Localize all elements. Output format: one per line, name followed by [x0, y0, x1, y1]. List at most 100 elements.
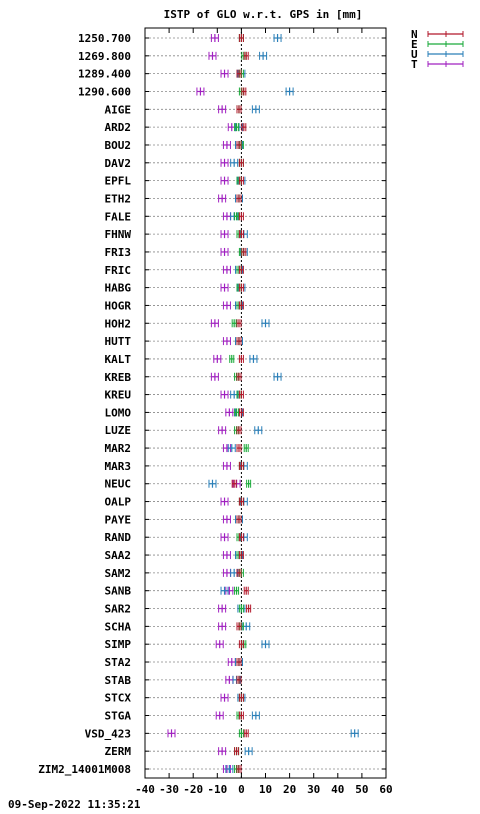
x-tick-label: 40 — [331, 783, 344, 796]
x-tick-label: 30 — [307, 783, 320, 796]
point-n — [241, 123, 247, 132]
point-t — [220, 533, 229, 542]
station-label: MAR3 — [105, 460, 132, 473]
point-n — [238, 533, 244, 542]
point-t — [222, 551, 231, 560]
x-tick-label: -20 — [183, 783, 203, 796]
point-n — [238, 551, 244, 560]
point-u — [242, 622, 251, 631]
point-t — [210, 372, 219, 381]
point-t — [220, 390, 229, 399]
point-t — [220, 247, 229, 256]
point-e — [234, 212, 240, 221]
x-tick-label: -40 — [135, 783, 155, 796]
point-t — [222, 212, 231, 221]
point-n — [236, 372, 242, 381]
point-n — [234, 747, 240, 756]
point-n — [236, 105, 242, 114]
point-t — [222, 461, 231, 470]
point-e — [246, 479, 252, 488]
point-t — [220, 69, 229, 78]
station-label: SAM2 — [105, 567, 132, 580]
timestamp: 09-Sep-2022 11:35:21 — [8, 798, 141, 811]
station-label: SAR2 — [105, 603, 132, 616]
legend-label: E — [411, 38, 418, 51]
station-label: OALP — [105, 496, 132, 509]
point-e — [238, 729, 244, 738]
point-n — [236, 765, 242, 773]
point-u — [249, 354, 258, 363]
station-label: VSD_423 — [85, 727, 131, 740]
point-e — [231, 319, 237, 328]
point-t — [220, 283, 229, 292]
point-t — [218, 105, 227, 114]
point-n — [236, 444, 242, 453]
point-n — [236, 515, 242, 524]
station-label: 1250.700 — [78, 32, 131, 45]
point-u — [244, 747, 253, 756]
point-e — [234, 123, 240, 132]
station-label: HOGR — [105, 299, 132, 312]
station-label: KREB — [105, 371, 132, 384]
point-n — [236, 426, 242, 435]
station-label: BOU2 — [105, 139, 132, 152]
point-u — [230, 158, 239, 167]
point-t — [218, 426, 227, 435]
legend-label: N — [411, 28, 418, 41]
point-n — [236, 140, 242, 149]
point-e — [238, 604, 244, 613]
point-t — [218, 194, 227, 203]
point-t — [227, 658, 236, 667]
point-n — [236, 194, 242, 203]
point-n — [241, 87, 247, 96]
station-label: STA2 — [105, 656, 132, 669]
station-label: FHNW — [105, 228, 132, 241]
x-tick-label: 0 — [238, 783, 245, 796]
point-t — [222, 337, 231, 346]
station-label: SANB — [105, 585, 132, 598]
point-u — [251, 711, 260, 720]
point-u — [208, 479, 217, 488]
point-u — [261, 319, 270, 328]
point-n — [238, 408, 244, 417]
point-n — [238, 212, 244, 221]
point-t — [218, 747, 227, 756]
point-n — [238, 693, 244, 702]
station-label: KALT — [105, 353, 132, 366]
x-tick-label: 50 — [355, 783, 368, 796]
point-t — [210, 34, 219, 42]
station-label: STAB — [105, 674, 132, 687]
station-label: ETH2 — [105, 192, 132, 205]
station-label: 1269.800 — [78, 50, 131, 63]
station-label: STGA — [105, 710, 132, 723]
point-n — [238, 176, 244, 185]
station-label: FALE — [105, 210, 132, 223]
point-e — [243, 444, 249, 453]
point-n — [238, 230, 244, 239]
station-label: ZERM — [105, 745, 132, 758]
point-n — [236, 337, 242, 346]
chart-title: ISTP of GLO w.r.t. GPS in [mm] — [164, 8, 363, 21]
station-label: SIMP — [105, 638, 132, 651]
point-n — [238, 265, 244, 274]
point-t — [222, 568, 231, 577]
legend-label: T — [411, 58, 418, 71]
point-n — [243, 51, 249, 60]
point-t — [220, 176, 229, 185]
point-t — [215, 640, 224, 649]
x-tick-label: -30 — [159, 783, 179, 796]
point-e — [234, 586, 240, 595]
grid-lines — [145, 37, 386, 770]
point-n — [238, 461, 244, 470]
point-t — [208, 51, 217, 60]
station-label: FRIC — [105, 264, 132, 277]
point-t — [213, 354, 222, 363]
station-label: HABG — [105, 282, 132, 295]
point-n — [236, 319, 242, 328]
point-u — [261, 640, 270, 649]
point-u — [350, 729, 359, 738]
point-n — [231, 479, 237, 488]
point-u — [285, 87, 294, 96]
station-label: MAR2 — [105, 442, 132, 455]
point-n — [243, 586, 249, 595]
